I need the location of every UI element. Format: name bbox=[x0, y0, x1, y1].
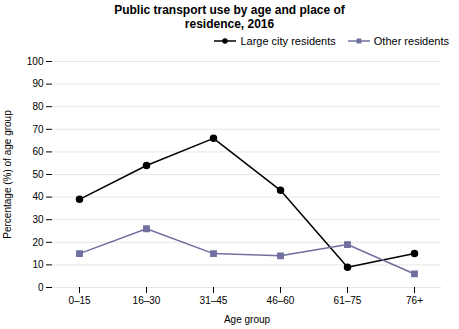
svg-text:76+: 76+ bbox=[406, 295, 423, 306]
html-text:Other residents: Other residents bbox=[373, 35, 449, 47]
svg-text:16–30: 16–30 bbox=[133, 295, 161, 306]
svg-text:Percentage (%) of age group: Percentage (%) of age group bbox=[2, 110, 13, 239]
svg-text:30: 30 bbox=[32, 214, 44, 225]
html-text:Large city residents: Large city residents bbox=[240, 35, 336, 47]
svg-text:60: 60 bbox=[32, 146, 44, 157]
html-text:Public transport use by age an: Public transport use by age and place of… bbox=[114, 3, 345, 31]
svg-text:31–45: 31–45 bbox=[200, 295, 228, 306]
svg-text:90: 90 bbox=[32, 78, 44, 89]
svg-text:10: 10 bbox=[32, 259, 44, 270]
svg-text:0–15: 0–15 bbox=[68, 295, 91, 306]
svg-text:46–60: 46–60 bbox=[267, 295, 295, 306]
svg-text:Age group: Age group bbox=[224, 314, 271, 325]
svg-text:61–75: 61–75 bbox=[334, 295, 362, 306]
svg-text:0: 0 bbox=[38, 282, 44, 293]
svg-text:40: 40 bbox=[32, 191, 44, 202]
svg-text:100: 100 bbox=[27, 56, 44, 67]
svg-text:20: 20 bbox=[32, 237, 44, 248]
svg-text:70: 70 bbox=[32, 124, 44, 135]
svg-text:80: 80 bbox=[32, 101, 44, 112]
svg-text:50: 50 bbox=[32, 169, 44, 180]
